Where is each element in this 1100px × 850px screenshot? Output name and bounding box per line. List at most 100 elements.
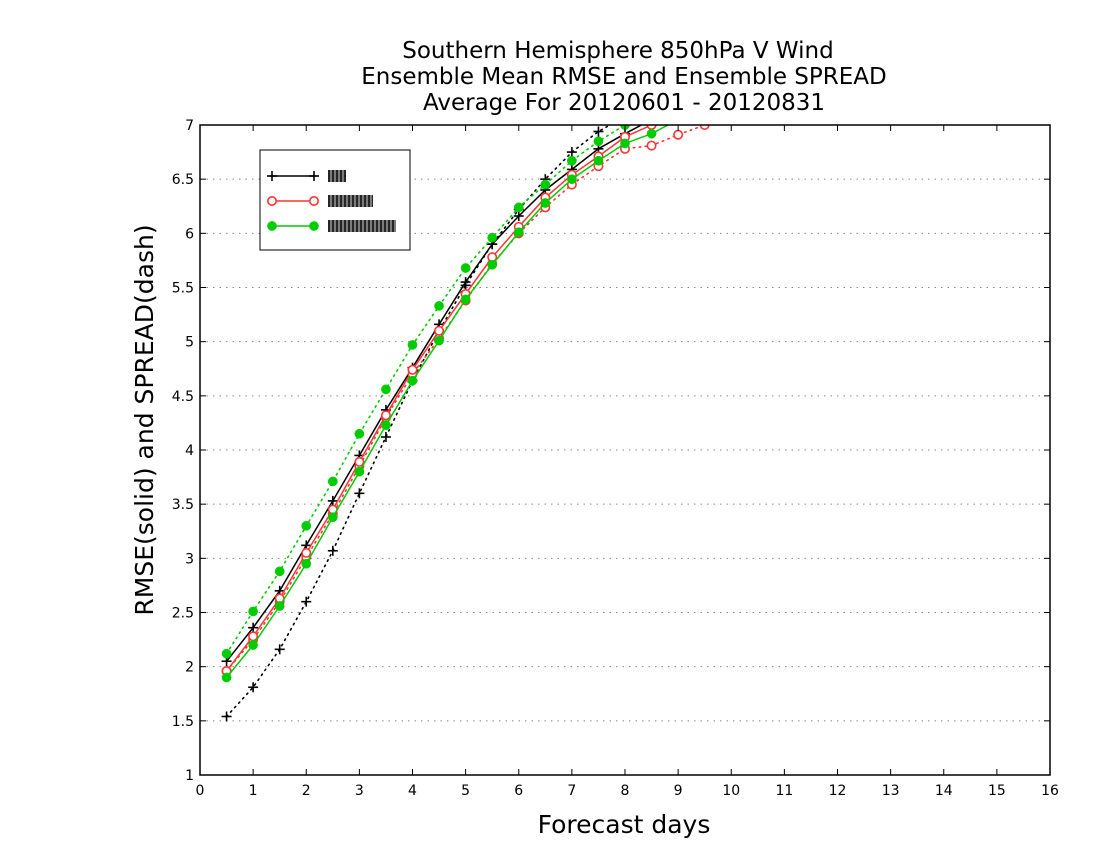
rmse-point — [248, 622, 259, 633]
spread-point — [301, 596, 312, 607]
spread-point — [593, 136, 604, 147]
spread-point — [460, 263, 471, 273]
rmse-point — [301, 547, 312, 558]
y-tick-label: 3.5 — [172, 497, 194, 513]
rmse-point — [647, 115, 657, 125]
axis-ticks: 11.522.533.544.555.566.570 1 2 3 4 5 6 7 8 9 10 11 1… — [172, 118, 1059, 799]
legend-entry-3 — [267, 220, 396, 232]
rmse-point — [381, 420, 391, 430]
rmse-point — [407, 375, 418, 386]
gridlines — [200, 178, 1050, 722]
y-tick-label: 1.5 — [172, 714, 194, 730]
x-tick-label: 3 — [355, 783, 364, 799]
y-tick-label: 6.5 — [172, 172, 194, 188]
x-tick-label: 13 — [882, 783, 900, 799]
y-tick-label: 6 — [185, 226, 194, 242]
spread-point — [513, 202, 524, 213]
spread-point — [487, 232, 498, 243]
series-3 — [221, 115, 683, 683]
spread-point — [327, 476, 338, 487]
legend-marker — [308, 196, 319, 207]
legend-entry-1 — [267, 170, 346, 182]
rmse-point — [407, 364, 418, 375]
chart-title-line-3: Average For 20120601 - 20120831 — [423, 90, 825, 116]
spread-point — [248, 606, 258, 617]
spread-point — [274, 644, 285, 655]
rmse-point — [513, 211, 524, 221]
spread-point — [673, 129, 684, 140]
x-tick-label: 10 — [722, 783, 740, 799]
spread-point — [567, 155, 577, 166]
y-axis-label: RMSE(solid) and SPREAD(dash) — [130, 224, 159, 615]
rmse-point — [460, 294, 471, 305]
rmse-point — [620, 138, 630, 149]
rmse-point — [327, 495, 338, 506]
rmse-point — [221, 672, 232, 683]
spread-point — [327, 545, 338, 556]
rmse-point — [327, 512, 338, 523]
spread-point — [380, 432, 391, 442]
spread-point — [248, 682, 259, 693]
x-axis-label: Forecast days — [538, 810, 711, 839]
spread-point — [566, 147, 577, 158]
rmse-point — [248, 631, 259, 642]
spread-point — [221, 711, 232, 722]
y-tick-label: 4 — [185, 443, 194, 459]
x-tick-label: 6 — [514, 783, 523, 799]
rmse-point — [354, 456, 365, 467]
spread-point — [301, 520, 312, 531]
legend-marker — [267, 171, 277, 181]
rmse-point — [380, 410, 391, 421]
legend-entry-2 — [266, 195, 373, 207]
spread-point — [407, 340, 418, 350]
series-2 — [221, 125, 710, 676]
x-tick-label: 7 — [567, 783, 576, 799]
rmse-point — [248, 640, 258, 650]
legend-marker — [309, 171, 319, 181]
legend-marker — [309, 221, 319, 231]
legend-label-glyphs — [328, 170, 346, 182]
y-tick-label: 5.5 — [172, 281, 194, 297]
chart-title-line-1: Southern Hemisphere 850hPa V Wind — [402, 38, 833, 64]
rmse-point — [567, 174, 577, 185]
x-tick-label: 14 — [935, 783, 953, 799]
y-tick-label: 1 — [185, 768, 194, 784]
y-tick-label: 2 — [185, 660, 194, 676]
spread-point — [540, 179, 551, 190]
rmse-point — [354, 466, 365, 477]
y-tick-label: 3 — [185, 551, 194, 567]
x-tick-label: 12 — [829, 783, 847, 799]
rmse-point — [434, 335, 444, 346]
rmse-point — [540, 198, 551, 208]
spread-point — [354, 428, 365, 439]
x-tick-label: 5 — [461, 783, 470, 799]
y-tick-label: 4.5 — [172, 389, 194, 405]
rmse-point — [274, 601, 285, 611]
x-tick-label: 8 — [621, 783, 630, 799]
rmse-point — [513, 227, 524, 238]
legend — [259, 149, 411, 251]
legend-label-glyphs — [328, 220, 396, 232]
rmse-point — [674, 115, 683, 124]
spread-point — [646, 140, 657, 151]
spread-point — [381, 384, 391, 395]
y-tick-label: 7 — [185, 118, 194, 134]
plot-area — [221, 115, 710, 722]
legend-marker — [267, 221, 277, 231]
rmse-point — [487, 259, 498, 270]
spread-point — [593, 126, 604, 137]
x-tick-label: 11 — [775, 783, 793, 799]
x-tick-label: 2 — [302, 783, 311, 799]
x-tick-label: 4 — [408, 783, 417, 799]
y-tick-label: 2.5 — [172, 606, 194, 622]
x-tick-label: 0 — [196, 783, 205, 799]
rmse-point — [301, 558, 312, 569]
x-tick-label: 16 — [1041, 783, 1059, 799]
rmse-line — [226, 125, 644, 662]
x-tick-label: 1 — [249, 783, 258, 799]
x-tick-label: 9 — [674, 783, 683, 799]
spread-point — [274, 566, 285, 577]
spread-point — [434, 301, 444, 311]
spread-point — [221, 648, 232, 659]
rmse-point — [593, 155, 604, 166]
